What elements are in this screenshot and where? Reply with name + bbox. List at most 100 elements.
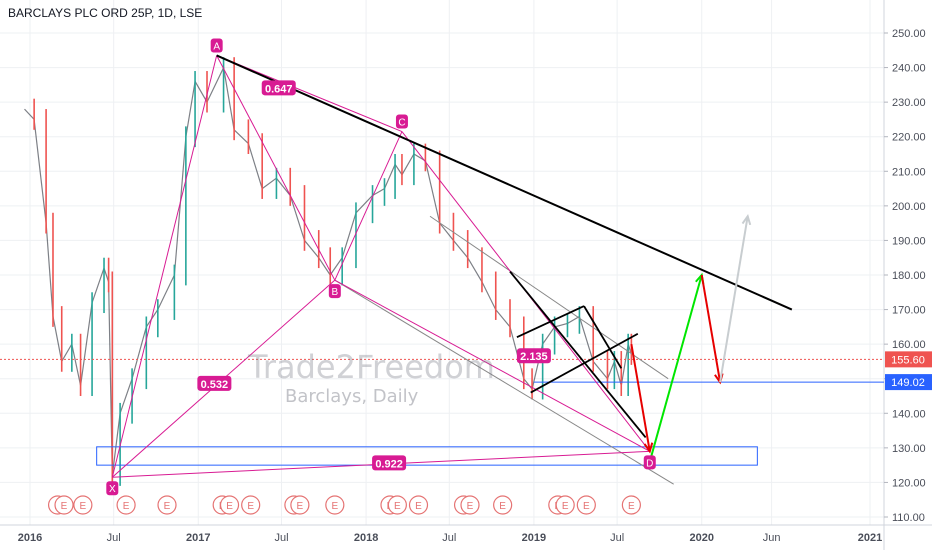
event-marker <box>576 495 596 515</box>
x-tick-label: 2020 <box>689 532 713 544</box>
pattern-leg-bd <box>334 279 651 452</box>
y-tick-label: 240.00 <box>892 63 926 75</box>
event-marker-label: E <box>583 501 590 512</box>
ratio-label: 0.647 <box>265 83 293 95</box>
event-marker-label: E <box>123 501 130 512</box>
price-series-line <box>24 65 632 476</box>
x-tick-label: 2019 <box>522 532 546 544</box>
event-marker-label: E <box>226 501 233 512</box>
ratio-label: 0.922 <box>375 458 403 470</box>
y-tick-label: 250.00 <box>892 28 926 40</box>
x-tick-label: Jun <box>763 532 781 544</box>
event-marker-label: E <box>394 501 401 512</box>
y-tick-label: 140.00 <box>892 408 926 420</box>
ratio-label-box <box>261 80 296 96</box>
y-tick-label: 110.00 <box>892 512 925 524</box>
y-tick-label: 230.00 <box>892 97 926 109</box>
flag-line <box>509 270 647 439</box>
channel-line-lower <box>334 279 674 485</box>
x-tick-label: Jul <box>107 532 121 544</box>
price-axis-badge <box>885 374 932 391</box>
event-marker <box>387 495 407 515</box>
watermark-subtitle: Barclays, Daily <box>285 386 419 407</box>
event-marker <box>460 495 480 515</box>
event-marker <box>493 495 513 515</box>
event-marker <box>621 495 641 515</box>
ratio-label-box <box>372 455 407 471</box>
x-tick-label: 2018 <box>354 532 378 544</box>
main-trendline <box>216 54 793 311</box>
x-tick-label: Jul <box>610 532 624 544</box>
y-tick-label: 210.00 <box>892 166 926 178</box>
event-marker <box>408 495 429 515</box>
pattern-point-label: A <box>213 41 220 52</box>
event-marker <box>73 495 93 515</box>
pattern-point-label: X <box>109 484 116 495</box>
projection-arrow-alt <box>719 216 749 383</box>
event-marker <box>555 495 575 515</box>
ratio-label: 0.532 <box>201 379 229 391</box>
event-marker-label: E <box>247 501 254 512</box>
event-marker-label: E <box>499 501 506 512</box>
x-tick-label: 2021 <box>858 532 882 544</box>
price-axis-label: 149.02 <box>891 377 925 389</box>
event-marker-label: E <box>61 501 68 512</box>
y-tick-label: 200.00 <box>892 201 926 213</box>
event-marker-label: E <box>562 501 569 512</box>
x-tick-label: 2016 <box>18 532 42 544</box>
flag-line <box>583 305 623 369</box>
chart-title: BARCLAYS PLC ORD 25P, 1D, LSE <box>8 6 203 20</box>
price-axis-label: 155.60 <box>891 354 925 366</box>
channel-line-upper <box>429 215 669 380</box>
projection-arrow-alt-head <box>741 213 752 226</box>
pattern-point-marker <box>328 284 341 299</box>
event-marker-label: E <box>415 501 422 512</box>
projection-arrow-down-1-head <box>643 442 654 454</box>
event-marker-label: E <box>164 501 171 512</box>
y-tick-label: 120.00 <box>892 477 926 489</box>
event-marker <box>241 495 261 515</box>
support-zone-box <box>96 446 758 466</box>
event-marker-label: E <box>628 501 635 512</box>
projection-arrow-down-2 <box>700 274 722 383</box>
event-marker-label: E <box>467 501 474 512</box>
y-tick-label: 170.00 <box>892 305 926 317</box>
event-marker <box>157 495 177 515</box>
pattern-point-marker <box>106 481 119 496</box>
y-tick-label: 130.00 <box>892 443 926 455</box>
pattern-leg-ab <box>216 55 336 281</box>
y-tick-label: 160.00 <box>892 339 926 351</box>
y-tick-label: 190.00 <box>892 235 926 247</box>
x-tick-label: 2017 <box>186 532 210 544</box>
flag-line <box>516 305 585 339</box>
event-marker <box>219 495 240 515</box>
x-tick-label: Jul <box>274 532 288 544</box>
pattern-point-marker <box>643 455 656 470</box>
event-marker <box>290 495 310 515</box>
pattern-point-label: C <box>398 118 405 129</box>
ratio-label: 2.135 <box>520 351 548 363</box>
y-tick-label: 220.00 <box>892 132 926 144</box>
pattern-leg-xa <box>111 55 218 478</box>
pattern-point-label: B <box>331 287 338 298</box>
pattern-point-label: D <box>646 458 653 469</box>
event-marker-label: E <box>80 501 87 512</box>
event-marker-label: E <box>297 501 304 512</box>
x-tick-label: Jul <box>442 532 456 544</box>
pattern-point-marker <box>210 38 223 53</box>
event-marker <box>54 495 74 515</box>
ratio-label-box <box>516 348 551 364</box>
pattern-point-marker <box>395 114 408 129</box>
ratio-label-box <box>197 375 232 391</box>
projection-arrow-up <box>648 274 703 462</box>
event-marker <box>325 495 345 515</box>
flag-line <box>530 332 639 394</box>
event-marker-label: E <box>331 501 338 512</box>
y-tick-label: 180.00 <box>892 270 926 282</box>
event-marker <box>116 495 136 515</box>
watermark-brand: Trade2Freedom <box>248 348 495 386</box>
projection-arrow-down-1 <box>630 343 651 452</box>
price-axis-badge <box>885 351 932 368</box>
